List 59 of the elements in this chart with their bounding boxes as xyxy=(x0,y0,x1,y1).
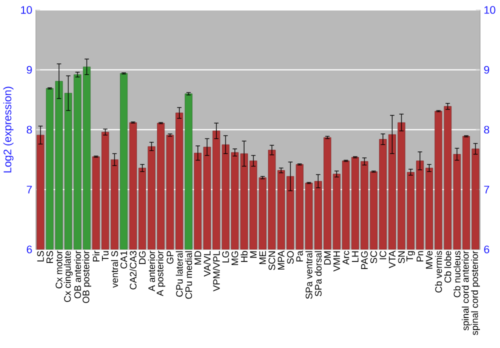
x-tick-label: Arc xyxy=(342,250,350,265)
x-tick-label: IC xyxy=(380,251,386,260)
x-tick-label: Cb lobe xyxy=(444,251,452,283)
x-tick-label: LS xyxy=(37,251,44,262)
x-tick-label: VTA xyxy=(388,250,396,268)
x-tick-label: VA/VL xyxy=(204,251,211,277)
x-tick-label: SCN xyxy=(268,251,276,270)
x-tick-label: Pn xyxy=(416,251,424,262)
x-tick-label: A posterior xyxy=(156,250,166,296)
x-tick-label: Pir xyxy=(92,250,100,262)
x-tick-label: SC xyxy=(370,251,378,264)
x-tick-label: SPa ventral xyxy=(305,251,312,299)
x-tick-label: ventral S xyxy=(111,251,118,288)
x-tick-label: CPu medial xyxy=(185,251,192,299)
x-tick-label: MD xyxy=(194,251,202,265)
y-tick-label: 6 xyxy=(26,246,32,254)
x-tick-label: Tu xyxy=(102,251,109,262)
x-tick-label: VPM/VPL xyxy=(212,251,220,292)
x-tick-label: CA1 xyxy=(120,251,128,269)
y-axis-title: Log2 (expression) xyxy=(3,86,14,172)
x-tick-label: M xyxy=(250,251,257,258)
x-tick-label: Cx motor xyxy=(56,250,62,288)
x-tick-label: SO xyxy=(287,251,294,264)
x-tick-label: Tg xyxy=(406,251,415,262)
y-tick-label: 10 xyxy=(21,6,32,14)
y2-tick-label: 7 xyxy=(484,186,490,194)
x-tick-label: MVe xyxy=(426,251,432,269)
x-tick-label: SN xyxy=(398,251,405,264)
x-tick-label: PAG xyxy=(361,251,368,270)
y-tick-label: 8 xyxy=(26,126,32,134)
x-tick-label: DM xyxy=(324,251,331,265)
x-tick-label: Cb vermis xyxy=(435,251,442,293)
x-tick-label: MPA xyxy=(278,250,284,270)
x-tick-label: SPa dorsal xyxy=(314,251,322,296)
x-tick-label: OB posterior xyxy=(82,250,92,304)
y2-tick-label: 6 xyxy=(484,246,490,254)
x-tick-label: Hb xyxy=(240,251,248,262)
x-tick-label: CPu lateral xyxy=(176,251,183,297)
x-tick-label: MG xyxy=(232,251,238,266)
x-tick-label: VMH xyxy=(333,251,340,272)
x-tick-label: Pa xyxy=(296,250,303,262)
x-tick-label: LH xyxy=(352,251,358,262)
y-tick-label: 7 xyxy=(26,186,32,194)
x-tick-label: RS xyxy=(46,251,54,264)
x-tick-label: OB anterior xyxy=(74,250,81,298)
x-tick-label: A anterior xyxy=(148,250,156,292)
x-tick-label: Cx cingulate xyxy=(64,251,73,302)
x-tick-label: Cb nucleus xyxy=(454,251,460,298)
x-tick-label: LG xyxy=(222,251,229,262)
y2-tick-label: 9 xyxy=(484,66,490,74)
x-tick-label: DG xyxy=(138,251,146,264)
y2-tick-label: 10 xyxy=(484,6,496,14)
x-tick-label: spinal cord posterior xyxy=(471,250,480,336)
x-tick-label: spinal cord anterior xyxy=(462,250,471,330)
x-tick-label: CA2/CA3 xyxy=(130,251,137,290)
y2-tick-label: 8 xyxy=(484,126,490,134)
x-tick-label: GP xyxy=(166,251,174,264)
x-tick-label: ME xyxy=(259,251,266,264)
y-tick-label: 9 xyxy=(26,66,32,74)
